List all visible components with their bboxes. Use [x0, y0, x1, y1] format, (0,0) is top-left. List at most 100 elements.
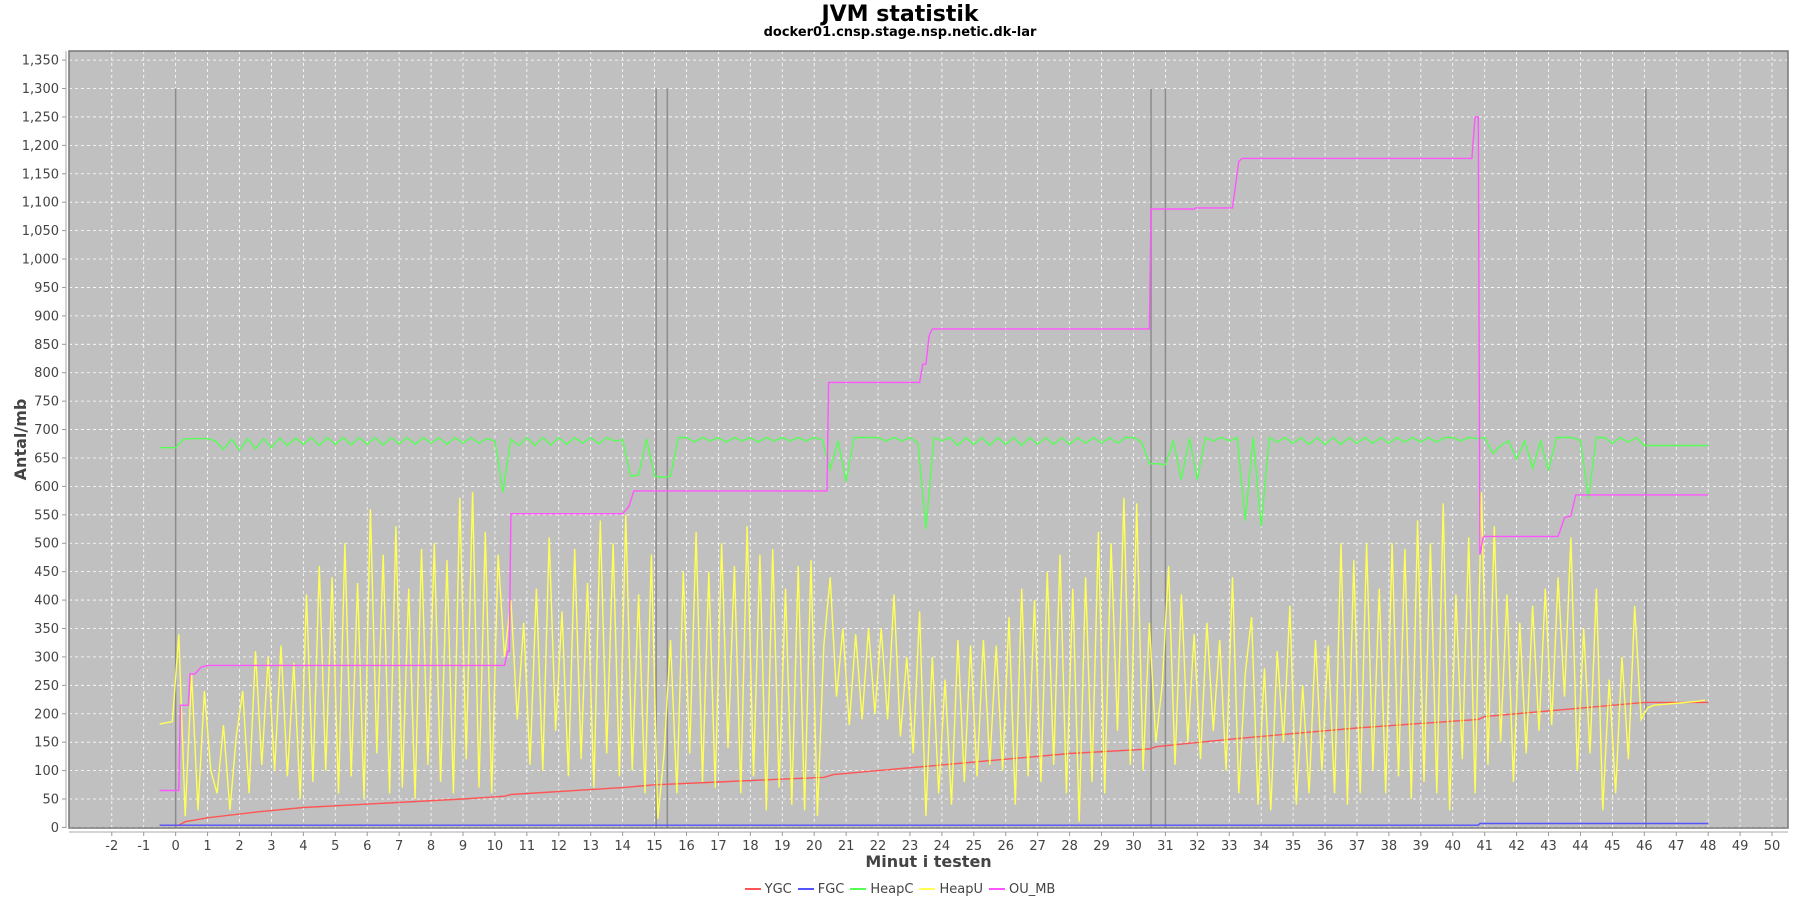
y-tick-label: 100	[34, 764, 59, 779]
legend-item: YGC	[744, 881, 792, 897]
legend-label: FGC	[817, 881, 845, 897]
x-tick-label: 47	[1668, 839, 1685, 854]
x-tick-label: 11	[519, 839, 536, 854]
legend-swatch	[797, 888, 814, 890]
y-tick-label: 1,300	[22, 82, 59, 97]
series-line-heapu	[159, 492, 1706, 822]
x-tick-label: 39	[1413, 839, 1430, 854]
x-tick-label: 25	[966, 839, 983, 854]
legend-swatch	[988, 888, 1005, 890]
y-tick-label: 850	[34, 338, 59, 353]
y-tick-label: 1,250	[22, 110, 59, 125]
x-tick-label: 8	[427, 839, 435, 854]
x-tick-label: 36	[1317, 839, 1334, 854]
y-tick-label: 950	[34, 281, 59, 296]
y-tick-label: 450	[34, 565, 59, 580]
x-tick-label: 41	[1476, 839, 1493, 854]
legend-label: OU_MB	[1008, 881, 1056, 897]
x-tick-label: 0	[171, 839, 179, 854]
x-tick-label: 27	[1029, 839, 1046, 854]
axes: -2 -1 0 1 2 3 4 5 6 7 8 9 10 11 12 13 14 15 16 17 18 19 20 21 22…	[22, 51, 1788, 854]
legend-swatch	[919, 888, 936, 890]
x-tick-label: 46	[1636, 839, 1653, 854]
y-tick-label: 50	[42, 793, 59, 808]
x-tick-label: 34	[1253, 839, 1270, 854]
y-tick-label: 400	[34, 594, 59, 609]
x-tick-label: 17	[710, 839, 727, 854]
x-axis-label: Minut i testen	[865, 852, 991, 871]
legend-item: FGC	[797, 881, 845, 897]
legend-item: OU_MB	[988, 881, 1056, 897]
x-tick-label: 29	[1093, 839, 1110, 854]
plot-frame	[68, 50, 1789, 829]
x-tick-label: 22	[870, 839, 887, 854]
x-tick-label: 23	[902, 839, 919, 854]
x-tick-label: 18	[742, 839, 759, 854]
y-tick-label: 550	[34, 508, 59, 523]
legend-swatch	[850, 888, 867, 890]
chart-subtitle: docker01.cnsp.stage.nsp.netic.dk-lar	[763, 25, 1037, 40]
x-tick-label: 19	[774, 839, 791, 854]
legend-item: HeapU	[919, 882, 983, 897]
x-tick-label: 16	[678, 839, 695, 854]
y-tick-label: 650	[34, 451, 59, 466]
x-tick-label: 20	[806, 839, 823, 854]
chart-title: JVM statistik	[821, 2, 979, 27]
x-tick-label: 40	[1444, 839, 1461, 854]
y-tick-label: 1,150	[22, 167, 59, 182]
x-tick-label: 38	[1381, 839, 1398, 854]
x-tick-label: 12	[551, 839, 568, 854]
x-tick-label: 42	[1508, 839, 1525, 854]
x-tick-label: 2	[235, 839, 243, 854]
legend-label: YGC	[764, 881, 792, 897]
x-tick-label: 10	[487, 839, 504, 854]
x-tick-label: 4	[299, 839, 307, 854]
x-tick-label: 50	[1764, 839, 1781, 854]
x-tick-label: 30	[1125, 839, 1142, 854]
y-tick-label: 250	[34, 679, 59, 694]
x-tick-label: -2	[105, 839, 118, 854]
y-axis-label: Antal/mb	[11, 399, 30, 481]
y-tick-label: 1,350	[22, 54, 59, 69]
y-tick-label: 800	[34, 366, 59, 381]
y-tick-label: 350	[34, 622, 59, 637]
x-tick-label: 44	[1572, 839, 1589, 854]
y-tick-label: 0	[51, 821, 59, 836]
y-tick-label: 500	[34, 537, 59, 552]
marker-lines	[174, 88, 1647, 828]
x-tick-label: 43	[1540, 839, 1557, 854]
x-tick-label: 35	[1285, 839, 1302, 854]
x-tick-label: 32	[1189, 839, 1206, 854]
x-tick-label: 28	[1061, 839, 1078, 854]
legend-label: HeapC	[870, 881, 914, 897]
y-tick-label: 900	[34, 309, 59, 324]
legend-label: HeapU	[939, 881, 983, 897]
x-tick-label: 48	[1700, 839, 1717, 854]
x-tick-label: 6	[363, 839, 371, 854]
series-line-heapc	[159, 436, 1709, 530]
x-tick-label: 7	[395, 839, 403, 854]
legend: YGC FGC HeapC HeapU OU_MB	[0, 879, 1800, 897]
x-tick-label: 1	[203, 839, 211, 854]
y-tick-label: 200	[34, 707, 59, 722]
y-tick-label: 700	[34, 423, 59, 438]
series-line-ygc	[159, 701, 1709, 826]
x-tick-label: 5	[331, 839, 339, 854]
x-tick-label: 26	[997, 839, 1014, 854]
x-tick-label: 45	[1604, 839, 1621, 854]
y-tick-label: 1,050	[22, 224, 59, 239]
x-tick-label: 9	[459, 839, 467, 854]
x-tick-label: 31	[1157, 839, 1174, 854]
x-tick-label: 3	[267, 839, 275, 854]
x-tick-label: 37	[1349, 839, 1366, 854]
legend-swatch	[744, 888, 761, 890]
x-tick-label: 21	[838, 839, 855, 854]
x-tick-label: 15	[646, 839, 663, 854]
y-tick-label: 1,200	[22, 139, 59, 154]
x-tick-label: -1	[137, 839, 150, 854]
y-tick-label: 150	[34, 736, 59, 751]
y-tick-label: 1,000	[22, 253, 59, 268]
y-tick-label: 1,100	[22, 196, 59, 211]
y-tick-label: 600	[34, 480, 59, 495]
